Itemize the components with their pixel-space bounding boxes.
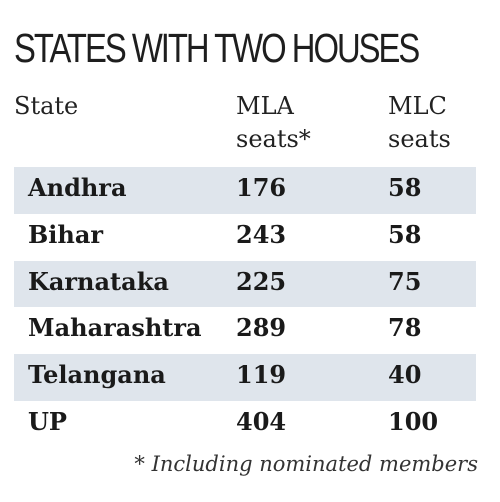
header-mla-seats: MLA seats* xyxy=(236,90,311,156)
cell-state: Telangana xyxy=(28,360,166,390)
header-mla-line2: seats* xyxy=(236,125,311,153)
header-mlc-line2: seats xyxy=(388,125,451,153)
table-row: Telangana 119 40 xyxy=(14,354,476,401)
table-row: Andhra 176 58 xyxy=(14,167,476,214)
header-mlc-seats: MLC seats xyxy=(388,90,451,156)
cell-mlc-seats: 58 xyxy=(388,173,422,202)
cell-state: Karnataka xyxy=(28,266,169,296)
table-row: Maharashtra 289 78 xyxy=(14,307,476,354)
table-row: UP 404 100 xyxy=(14,401,476,448)
cell-mlc-seats: 58 xyxy=(388,219,422,249)
cell-mla-seats: 289 xyxy=(236,313,287,343)
cell-state: Bihar xyxy=(28,219,104,249)
footnote: * Including nominated members xyxy=(134,452,478,476)
cell-state: Maharashtra xyxy=(28,313,202,343)
table-body: Andhra 176 58 Bihar 243 58 Karnataka 225… xyxy=(14,167,476,448)
cell-mlc-seats: 100 xyxy=(388,406,439,436)
cell-mla-seats: 225 xyxy=(236,266,287,296)
cell-mla-seats: 176 xyxy=(236,173,287,202)
cell-mla-seats: 404 xyxy=(236,406,287,436)
cell-mla-seats: 119 xyxy=(236,360,287,390)
header-mlc-line1: MLC xyxy=(388,92,447,120)
table-row: Bihar 243 58 xyxy=(14,214,476,261)
cell-mlc-seats: 78 xyxy=(388,313,422,343)
header-mla-line1: MLA xyxy=(236,92,294,120)
table-title: STATES WITH TWO HOUSES xyxy=(14,25,420,71)
cell-mlc-seats: 40 xyxy=(388,360,422,390)
table-row: Karnataka 225 75 xyxy=(14,260,476,308)
cell-mla-seats: 243 xyxy=(236,219,287,249)
header-state: State xyxy=(14,92,79,120)
cell-state: Andhra xyxy=(28,173,127,202)
cell-mlc-seats: 75 xyxy=(388,266,422,296)
cell-state: UP xyxy=(28,406,67,436)
